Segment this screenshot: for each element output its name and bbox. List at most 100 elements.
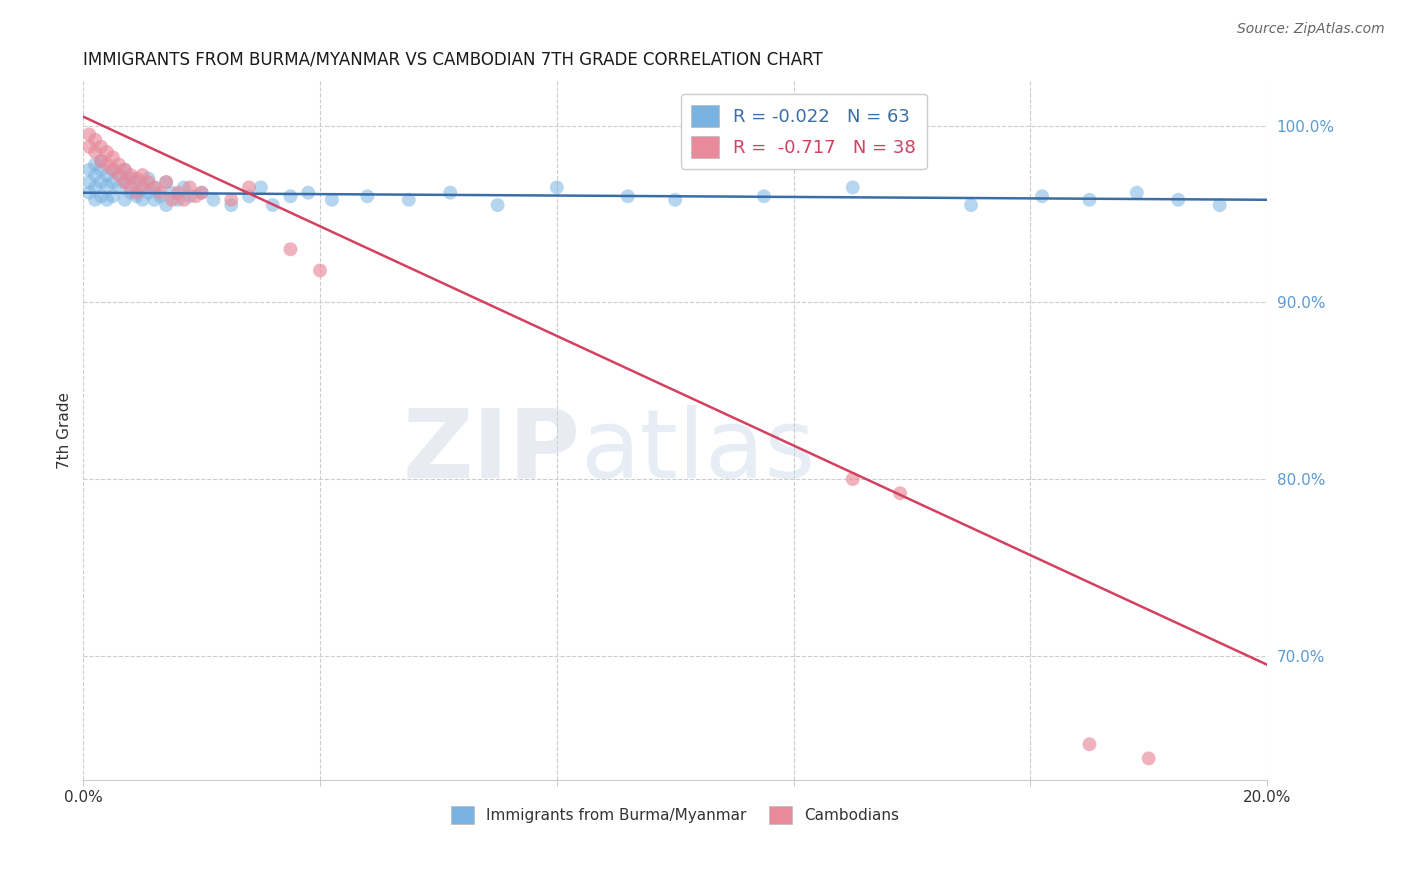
Point: [77, 128, 100, 142]
Point: [90, 162, 112, 177]
Point: [84, 180, 107, 194]
Point: [155, 175, 177, 189]
Point: [1208, 198, 1230, 212]
Point: [138, 175, 160, 189]
Point: [131, 168, 153, 182]
Point: [160, 186, 183, 200]
Point: [90, 175, 112, 189]
Point: [114, 175, 136, 189]
Point: [149, 186, 172, 200]
Point: [160, 193, 183, 207]
Point: [546, 180, 568, 194]
Point: [202, 193, 225, 207]
Point: [77, 140, 100, 154]
Point: [84, 145, 107, 159]
Point: [841, 472, 863, 486]
Point: [238, 180, 260, 194]
Point: [1078, 737, 1101, 751]
Point: [238, 189, 260, 203]
Point: [107, 168, 129, 182]
Point: [250, 180, 273, 194]
Point: [96, 168, 118, 182]
Point: [309, 263, 332, 277]
Point: [190, 186, 212, 200]
Point: [664, 193, 686, 207]
Point: [1126, 186, 1149, 200]
Point: [219, 193, 242, 207]
Point: [167, 193, 190, 207]
Point: [1137, 751, 1160, 765]
Point: [486, 198, 509, 212]
Point: [131, 180, 153, 194]
Point: [841, 180, 863, 194]
Point: [90, 153, 112, 168]
Point: [960, 198, 983, 212]
Point: [125, 175, 148, 189]
Point: [84, 168, 107, 182]
Point: [889, 486, 911, 500]
Point: [120, 180, 142, 194]
Point: [114, 193, 136, 207]
Point: [90, 153, 112, 168]
Point: [84, 193, 107, 207]
Point: [356, 189, 378, 203]
Point: [219, 198, 242, 212]
Point: [143, 193, 166, 207]
Point: [173, 180, 195, 194]
Point: [101, 162, 124, 177]
Point: [107, 157, 129, 171]
Point: [173, 193, 195, 207]
Text: Source: ZipAtlas.com: Source: ZipAtlas.com: [1237, 22, 1385, 37]
Point: [77, 186, 100, 200]
Point: [280, 189, 302, 203]
Point: [114, 162, 136, 177]
Point: [167, 186, 190, 200]
Point: [131, 180, 153, 194]
Point: [125, 171, 148, 186]
Point: [143, 180, 166, 194]
Point: [114, 162, 136, 177]
Point: [120, 171, 142, 186]
Point: [84, 157, 107, 171]
Point: [752, 189, 775, 203]
Y-axis label: 7th Grade: 7th Grade: [58, 392, 72, 469]
Point: [101, 150, 124, 164]
Text: IMMIGRANTS FROM BURMA/MYANMAR VS CAMBODIAN 7TH GRADE CORRELATION CHART: IMMIGRANTS FROM BURMA/MYANMAR VS CAMBODI…: [83, 51, 823, 69]
Point: [262, 198, 284, 212]
Point: [96, 178, 118, 193]
Point: [179, 189, 201, 203]
Point: [149, 189, 172, 203]
Point: [1167, 193, 1189, 207]
Point: [77, 162, 100, 177]
Point: [125, 189, 148, 203]
Point: [138, 186, 160, 200]
Point: [120, 186, 142, 200]
Point: [155, 198, 177, 212]
Point: [321, 193, 343, 207]
Point: [297, 186, 319, 200]
Legend: Immigrants from Burma/Myanmar, Cambodians: Immigrants from Burma/Myanmar, Cambodian…: [451, 805, 900, 824]
Point: [280, 242, 302, 256]
Point: [1078, 193, 1101, 207]
Point: [125, 186, 148, 200]
Text: ZIP: ZIP: [402, 405, 581, 498]
Point: [439, 186, 461, 200]
Point: [77, 175, 100, 189]
Point: [96, 193, 118, 207]
Point: [143, 180, 166, 194]
Point: [96, 157, 118, 171]
Point: [101, 189, 124, 203]
Point: [179, 180, 201, 194]
Point: [617, 189, 640, 203]
Point: [107, 168, 129, 182]
Text: atlas: atlas: [581, 405, 815, 498]
Point: [120, 168, 142, 182]
Point: [190, 186, 212, 200]
Point: [1031, 189, 1053, 203]
Point: [90, 140, 112, 154]
Point: [131, 193, 153, 207]
Point: [398, 193, 420, 207]
Point: [114, 175, 136, 189]
Point: [138, 171, 160, 186]
Point: [101, 175, 124, 189]
